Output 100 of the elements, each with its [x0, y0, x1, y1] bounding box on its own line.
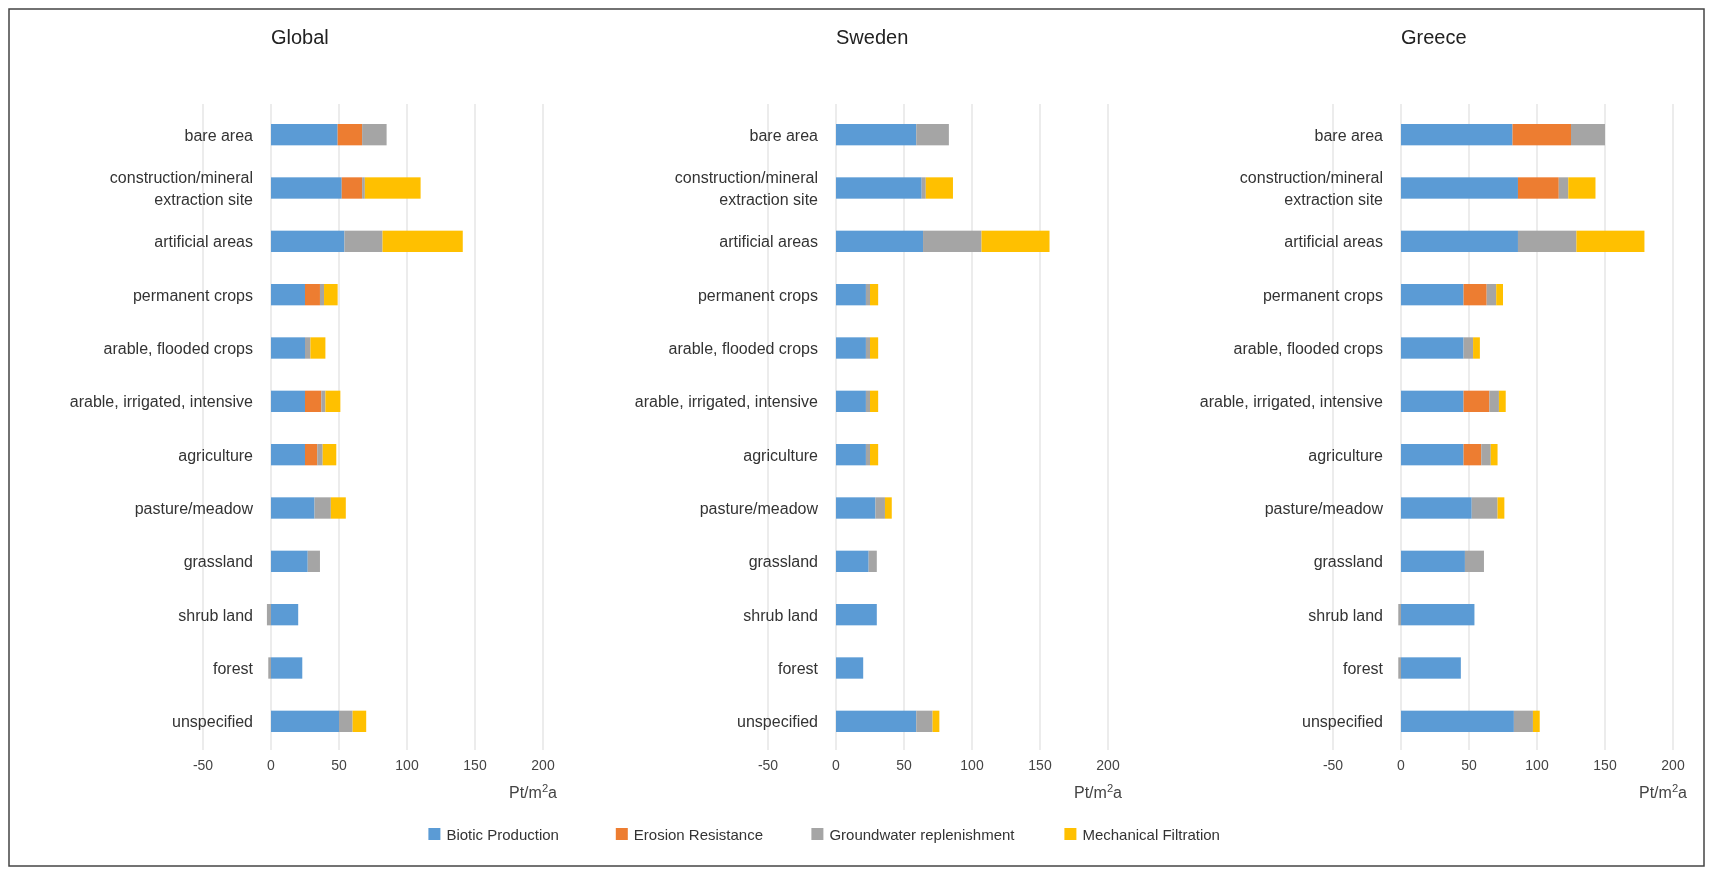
bar: [314, 497, 331, 519]
bar: [1401, 657, 1461, 679]
bar: [836, 390, 866, 412]
bar: [836, 230, 924, 252]
y-tick-label: arable, flooded crops: [1233, 339, 1383, 357]
bar: [310, 337, 326, 359]
bar: [1401, 337, 1464, 359]
bar: [271, 284, 305, 306]
chart-title: Global: [271, 26, 329, 48]
bar: [322, 444, 337, 466]
y-tick-label: pasture/meadow: [134, 499, 254, 517]
y-tick-label: permanent crops: [132, 286, 253, 304]
bar: [868, 550, 877, 572]
x-tick-label: 100: [960, 757, 984, 773]
bar: [305, 390, 322, 412]
bar: [362, 124, 387, 146]
bar: [325, 390, 341, 412]
bar: [271, 550, 308, 572]
bar: [266, 604, 271, 626]
y-tick-label: bare area: [1314, 126, 1384, 144]
bar: [836, 124, 917, 146]
y-tick-label: bare area: [184, 126, 254, 144]
bar: [870, 284, 879, 306]
bar: [1471, 497, 1498, 519]
bar: [925, 177, 953, 199]
x-tick-label: 50: [1461, 757, 1477, 773]
y-tick-label: artificial areas: [154, 232, 253, 250]
bar: [271, 657, 303, 679]
y-tick-label: pasture/meadow: [1264, 499, 1384, 517]
bar: [1401, 710, 1514, 732]
bar: [1401, 284, 1464, 306]
bar: [268, 657, 271, 679]
bar: [836, 604, 877, 626]
y-tick-label: unspecified: [1302, 712, 1383, 730]
y-tick-label: permanent crops: [1262, 286, 1383, 304]
y-tick-label: agriculture: [1308, 446, 1384, 464]
bar: [1490, 444, 1498, 466]
x-tick-label: 50: [331, 757, 347, 773]
y-tick-label: construction/mineral extraction site: [1239, 168, 1384, 208]
bar: [870, 444, 879, 466]
bar: [1481, 444, 1491, 466]
bar: [1401, 177, 1518, 199]
y-tick-label: unspecified: [172, 712, 253, 730]
bar: [836, 337, 866, 359]
bar: [1398, 657, 1401, 679]
legend-label: Biotic Production: [446, 825, 559, 843]
bar: [1498, 390, 1506, 412]
bar: [836, 550, 869, 572]
x-tick-label: 100: [1525, 757, 1549, 773]
y-tick-label: artificial areas: [719, 232, 818, 250]
y-tick-label: grassland: [1313, 552, 1383, 570]
bar: [1568, 177, 1596, 199]
x-tick-label: -50: [757, 757, 779, 773]
bar: [319, 284, 325, 306]
bar: [1497, 497, 1505, 519]
bar: [865, 444, 870, 466]
x-tick-label: 100: [395, 757, 419, 773]
bar: [1401, 550, 1465, 572]
bar: [865, 390, 870, 412]
bar: [305, 444, 318, 466]
y-tick-label: bare area: [749, 126, 819, 144]
bar: [352, 710, 367, 732]
bar: [836, 497, 876, 519]
bar: [1401, 497, 1472, 519]
bar: [271, 444, 305, 466]
y-tick-label: shrub land: [743, 606, 818, 624]
bar: [836, 177, 922, 199]
x-axis-title: Pt/m$^{2}$a: [1073, 782, 1123, 801]
bar: [875, 497, 885, 519]
bar: [1401, 604, 1475, 626]
bar: [1576, 230, 1645, 252]
bar: [1464, 550, 1484, 572]
y-tick-label: agriculture: [743, 446, 819, 464]
x-tick-label: 200: [1661, 757, 1685, 773]
bar: [337, 124, 363, 146]
bar: [1512, 124, 1571, 146]
legend-label: Erosion Resistance: [633, 825, 764, 843]
bar: [382, 230, 463, 252]
y-tick-label: grassland: [183, 552, 253, 570]
bar: [1401, 124, 1513, 146]
bar: [271, 337, 305, 359]
bar: [271, 124, 338, 146]
bar: [271, 604, 299, 626]
x-tick-label: 0: [832, 757, 841, 773]
bar: [1401, 230, 1518, 252]
y-tick-label: arable, flooded crops: [668, 339, 818, 357]
y-tick-label: shrub land: [1308, 606, 1383, 624]
y-tick-label: forest: [1342, 659, 1384, 677]
bar: [305, 337, 311, 359]
bar: [1496, 284, 1503, 306]
x-tick-label: -50: [1322, 757, 1344, 773]
x-tick-label: 150: [1028, 757, 1052, 773]
bar: [865, 284, 870, 306]
bar: [344, 230, 383, 252]
bar: [916, 124, 949, 146]
y-tick-label: unspecified: [737, 712, 818, 730]
y-tick-label: forest: [212, 659, 254, 677]
bar: [836, 444, 866, 466]
bar: [1571, 124, 1605, 146]
legend-label: Groundwater replenishment: [829, 825, 1016, 843]
